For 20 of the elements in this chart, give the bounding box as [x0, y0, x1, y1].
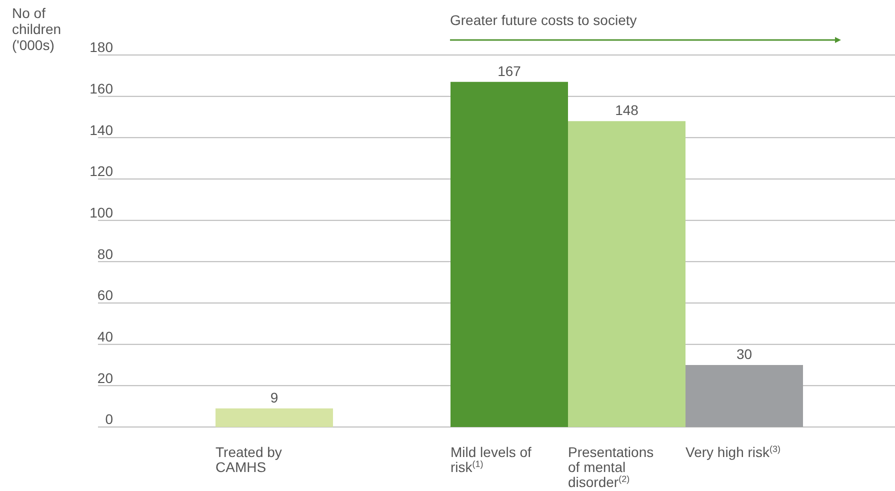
- y-tick-label: 0: [105, 411, 114, 428]
- data-label: 30: [736, 346, 752, 362]
- y-tick-label: 60: [97, 287, 114, 304]
- y-tick-label: 40: [97, 328, 114, 345]
- y-tick-label: 160: [90, 80, 114, 97]
- x-tick-label: Mild levels of risk$^{(1)}$: [450, 444, 532, 475]
- y-tick-label: 20: [97, 370, 114, 386]
- data-label: 148: [615, 102, 639, 118]
- y-tick-label: 180: [90, 39, 114, 56]
- y-tick-label: 100: [90, 204, 114, 221]
- x-tick-label: Very high risk$^{(3)}$: [686, 444, 781, 460]
- y-tick-label: 80: [97, 246, 114, 262]
- x-tick-label: Presentations of mental disorder$^{(2)}$: [568, 444, 654, 490]
- data-label: 9: [270, 389, 278, 406]
- data-label: 167: [498, 62, 522, 79]
- x-tick-label: Treated by CAMHS: [216, 444, 282, 475]
- y-tick-label: 140: [90, 122, 114, 138]
- y-tick-label: 120: [90, 163, 114, 180]
- y-axis-title: No of children ('000s): [12, 5, 62, 53]
- text: Greater future costs to society: [450, 12, 637, 28]
